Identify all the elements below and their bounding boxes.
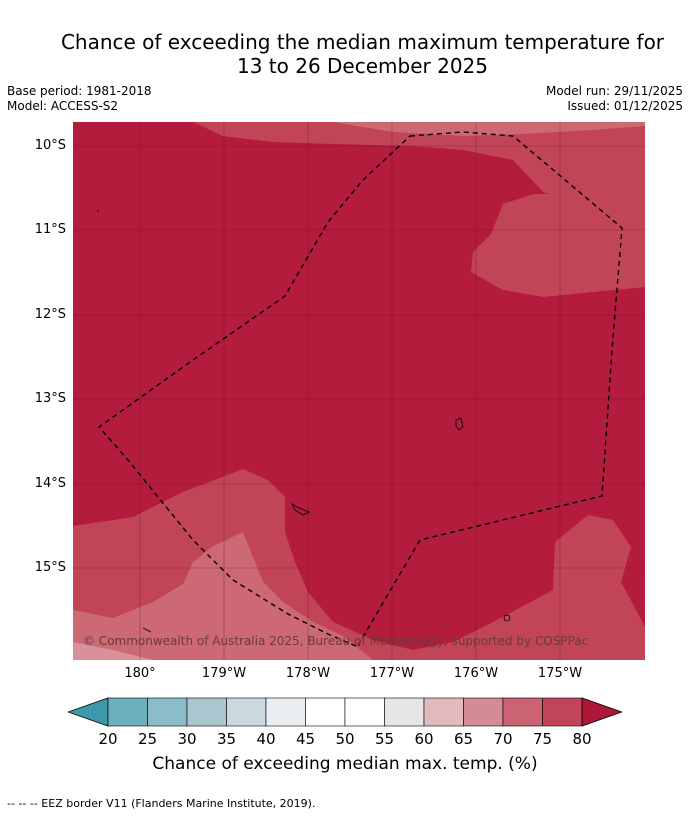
colorbar-tick-label: 35 (216, 730, 237, 748)
colorbar-cell (305, 697, 346, 727)
colorbar-tick-label: 60 (414, 730, 434, 748)
colorbar-tick-label: 75 (532, 730, 553, 748)
colorbar-label: Chance of exceeding median max. temp. (%… (152, 754, 538, 774)
colorbar-cell (502, 697, 543, 727)
colorbar-cell (265, 697, 306, 727)
colorbar-cell (384, 697, 425, 727)
map-grid (73, 122, 645, 660)
meta-left: Base period: 1981-2018 Model: ACCESS-S2 (7, 84, 152, 114)
eez-border (97, 131, 623, 648)
colorbar-tick-label: 55 (374, 730, 395, 748)
colorbar-cell (226, 697, 267, 727)
colorbar-tick-label: 20 (98, 730, 118, 748)
colorbar-extend-high (581, 697, 622, 727)
lat-label-10s: 10°S (34, 138, 66, 153)
colorbar-cell (542, 697, 583, 727)
lon-label-176w: 176°W (453, 666, 499, 681)
colorbar-extend-low (68, 697, 109, 727)
map-title: Chance of exceeding the median maximum t… (0, 30, 690, 78)
colorbar-cell (423, 697, 464, 727)
lon-label-179w: 179°W (201, 666, 247, 681)
lon-label-177w: 177°W (369, 666, 415, 681)
region-70-top (333, 122, 645, 136)
region-65-south (73, 642, 153, 660)
eez-footnote: -- -- -- EEZ border V11 (Flanders Marine… (7, 797, 316, 810)
model-run: Model run: 29/11/2025 (545, 84, 683, 98)
colorbar (68, 697, 622, 727)
colorbar-cell (147, 697, 188, 727)
lat-label-12s: 12°S (34, 307, 66, 322)
colorbar-tick-label: 50 (335, 730, 355, 748)
colorbar-cells (68, 697, 622, 727)
colorbar-tick-label: 80 (572, 730, 592, 748)
colorbar-cell (463, 697, 504, 727)
colorbar-tick-label: 45 (295, 730, 316, 748)
colorbar-tick-label: 65 (453, 730, 474, 748)
lon-label-180: 180° (124, 666, 156, 681)
base-period: Base period: 1981-2018 (7, 84, 152, 98)
lon-label-175w: 175°W (537, 666, 583, 681)
island-south (291, 502, 310, 516)
lat-label-15s: 15°S (34, 560, 66, 575)
model-name: Model: ACCESS-S2 (7, 99, 119, 113)
lat-label-13s: 13°S (34, 391, 66, 406)
copyright-notice: © Commonwealth of Australia 2025, Bureau… (83, 634, 589, 648)
map-title-line2: 13 to 26 December 2025 (236, 54, 488, 78)
colorbar-tick-label: 70 (493, 730, 513, 748)
lat-label-11s: 11°S (34, 222, 66, 237)
colorbar-tick-label: 30 (177, 730, 197, 748)
issued-date: Issued: 01/12/2025 (567, 99, 683, 113)
map-panel (73, 122, 645, 660)
region-70-south (73, 532, 373, 660)
islet-southwest (142, 627, 152, 633)
colorbar-tick-label: 25 (137, 730, 158, 748)
lon-label-178w: 178°W (285, 666, 331, 681)
colorbar-tick-label: 40 (256, 730, 276, 748)
lat-label-14s: 14°S (34, 476, 66, 491)
colorbar-cell (107, 697, 148, 727)
colorbar-cell (186, 697, 227, 727)
island-southeast (503, 614, 511, 622)
map-title-line1: Chance of exceeding the median maximum t… (60, 30, 665, 54)
island-east (455, 417, 464, 431)
colorbar-cell (344, 697, 385, 727)
map-svg (73, 122, 645, 660)
islet-northwest (97, 210, 99, 212)
region-75-east (471, 194, 645, 297)
meta-right: Model run: 29/11/2025 Issued: 01/12/2025 (546, 84, 683, 114)
